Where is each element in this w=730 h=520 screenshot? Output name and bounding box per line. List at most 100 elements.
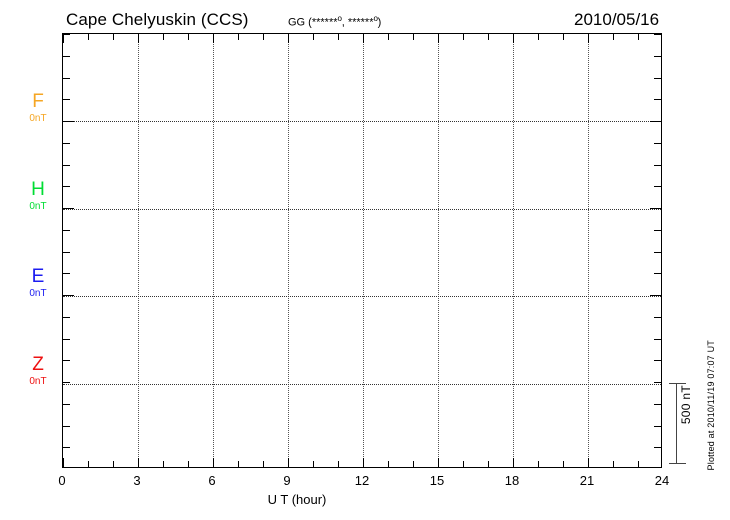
tick-y [63, 382, 70, 383]
tick-y [63, 229, 70, 231]
xtick-label: 15 [429, 473, 445, 488]
tick-x-top [413, 34, 414, 40]
component-baseline-unit: 0nT [29, 288, 47, 299]
tick-x-top [113, 34, 114, 40]
tick-x [563, 461, 564, 467]
observation-date: 2010/05/16 [574, 10, 660, 29]
tick-x-top [488, 34, 489, 40]
tick-x [488, 461, 489, 467]
plot-inner [63, 34, 661, 467]
tick-x [213, 458, 214, 467]
tick-y-right [654, 382, 661, 383]
scale-bar-bottom-cap [669, 463, 686, 464]
tick-x-top [188, 34, 189, 40]
tick-y-right [654, 99, 661, 101]
gridline-vertical [438, 34, 439, 467]
tick-x-top [63, 34, 64, 43]
gridline-vertical [213, 34, 214, 467]
tick-y [63, 447, 70, 449]
gridline-vertical [588, 34, 589, 467]
tick-y [63, 338, 70, 340]
tick-y-right [654, 403, 661, 405]
tick-x [163, 461, 164, 467]
tick-x-top [313, 34, 314, 40]
page-title: Cape Chelyuskin (CCS) [66, 10, 249, 29]
tick-y-right [654, 186, 661, 188]
tick-y-right [654, 316, 661, 318]
xtick-label: 0 [58, 473, 66, 488]
tick-x [613, 461, 614, 467]
component-name: F [32, 91, 44, 112]
gridline-vertical [363, 34, 364, 467]
tick-y-right [654, 142, 661, 144]
component-label-f: F 0nT [18, 92, 58, 125]
xtick-label: 12 [354, 473, 370, 488]
xaxis-title-text: U T (hour) [267, 492, 327, 507]
tick-x-top [563, 34, 564, 40]
xtick-label: 3 [133, 473, 141, 488]
tick-y-right [650, 121, 661, 122]
gridline-vertical [138, 34, 139, 467]
scale-bar [669, 383, 686, 464]
tick-y [63, 316, 70, 318]
tick-x [138, 458, 139, 467]
tick-x-top [263, 34, 264, 40]
tick-y [63, 251, 70, 253]
tick-x-top [463, 34, 464, 40]
tick-x-top [438, 34, 439, 43]
tick-x [188, 461, 189, 467]
tick-x-top [238, 34, 239, 40]
tick-y-right [650, 208, 661, 209]
component-name: Z [32, 354, 44, 375]
tick-x [438, 458, 439, 467]
tick-y-right [654, 360, 661, 362]
tick-y [63, 121, 74, 122]
tick-x-top [138, 34, 139, 43]
plotted-at-timestamp: Plotted at 2010/11/19 07:07 UT [706, 340, 716, 471]
geographic-coordinates: GG (******o, ******o) [288, 14, 381, 29]
tick-y-right [650, 295, 661, 296]
tick-y [63, 77, 70, 79]
tick-x-top [538, 34, 539, 40]
tick-y [63, 360, 70, 362]
coord-prefix: GG ( [288, 16, 312, 29]
tick-x [63, 458, 64, 467]
component-label-e: E 0nT [18, 267, 58, 300]
scale-bar-top-cap [669, 383, 686, 384]
tick-y [63, 425, 70, 427]
xtick-label: 9 [283, 473, 291, 488]
tick-x-top [513, 34, 514, 43]
tick-x [588, 458, 589, 467]
tick-y-right [654, 229, 661, 231]
tick-x-top [638, 34, 639, 40]
tick-x [313, 461, 314, 467]
tick-x-top [613, 34, 614, 40]
tick-x [238, 461, 239, 467]
gridline-horizontal-baseline [63, 296, 661, 297]
component-label-h: H 0nT [18, 180, 58, 213]
tick-x [413, 461, 414, 467]
coord-latitude-degree: o [337, 14, 342, 23]
tick-x [363, 458, 364, 467]
tick-x [113, 461, 114, 467]
tick-y-right [654, 55, 661, 57]
gridline-horizontal-baseline [63, 384, 661, 385]
component-baseline-unit: 0nT [29, 376, 47, 387]
tick-x [288, 458, 289, 467]
tick-y [63, 186, 70, 188]
tick-x [88, 461, 89, 467]
tick-y-right [654, 447, 661, 449]
tick-y-right [654, 77, 661, 79]
coord-separator: , [341, 16, 348, 29]
coord-longitude-degree: o [373, 14, 378, 23]
plot-area [62, 33, 662, 468]
tick-x-top [338, 34, 339, 40]
tick-y-right [654, 425, 661, 427]
tick-y-right [654, 338, 661, 340]
coord-latitude: ****** [311, 16, 338, 29]
xtick-label: 24 [654, 473, 670, 488]
gridline-horizontal-baseline [63, 209, 661, 210]
tick-y-right [654, 164, 661, 166]
tick-y [63, 142, 70, 144]
tick-x [538, 461, 539, 467]
